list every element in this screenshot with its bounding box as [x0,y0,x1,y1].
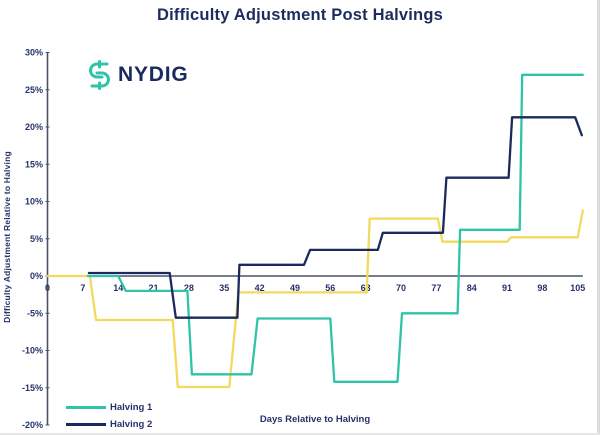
x-tick-label: 63 [361,283,371,293]
y-tick-label: -15% [22,383,43,393]
y-tick-label: 5% [30,234,43,244]
legend-item-halving-2: Halving 2 [66,416,152,433]
nydig-logo: NYDIG [86,60,189,90]
y-tick-label: 30% [25,48,43,58]
x-tick-label: 105 [570,283,585,293]
nydig-logo-text: NYDIG [118,63,189,86]
chart-legend: Halving 1 Halving 2 [66,399,152,433]
y-tick-label: 25% [25,85,43,95]
x-tick-label: 14 [113,283,123,293]
screenshot-edge-artifact [0,433,600,435]
legend-swatch-halving-1 [66,406,106,409]
y-tick-label: -10% [22,346,43,356]
x-tick-label: 84 [467,283,477,293]
x-tick-label: 91 [502,283,512,293]
x-tick-label: 21 [149,283,159,293]
legend-swatch-halving-2 [66,423,106,426]
x-tick-label: 28 [184,283,194,293]
x-tick-label: 42 [255,283,265,293]
x-tick-label: 70 [396,283,406,293]
nydig-logo-icon [89,60,110,90]
y-tick-label: 15% [25,159,43,169]
x-tick-label: 56 [325,283,335,293]
y-tick-label: 20% [25,122,43,132]
screenshot-edge-artifact [597,0,600,435]
series-line-halving-3 [46,209,584,389]
x-tick-label: 98 [537,283,547,293]
series-line-halving-2 [87,116,583,319]
y-tick-label: 10% [25,197,43,207]
legend-label: Halving 2 [110,419,153,430]
y-tick-label: -5% [27,308,43,318]
x-tick-label: 77 [431,283,441,293]
y-tick-label: 0% [30,271,43,281]
chart-title: Difficulty Adjustment Post Halvings [156,6,443,24]
y-tick-label: -20% [22,420,43,430]
legend-label: Halving 1 [110,402,153,413]
x-tick-label: 35 [219,283,229,293]
series-line-halving-1 [86,73,584,383]
x-tick-label: 0 [45,283,50,293]
x-axis-title: Days Relative to Halving [259,414,371,425]
legend-item-halving-1: Halving 1 [66,399,152,416]
x-tick-label: 7 [80,283,85,293]
x-tick-label: 49 [290,283,300,293]
